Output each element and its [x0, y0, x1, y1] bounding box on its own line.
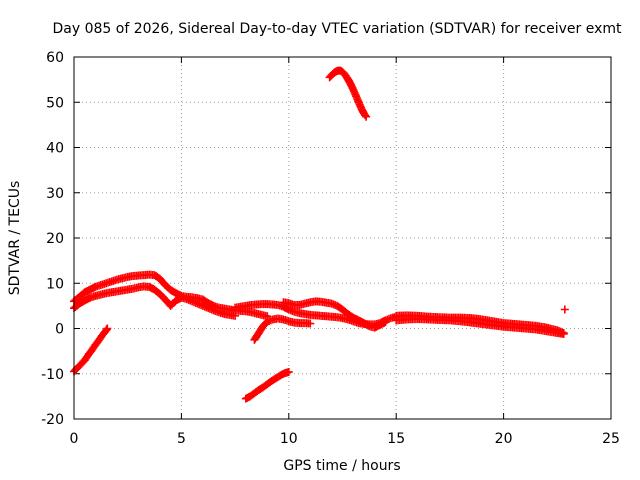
x-tick-label: 25: [602, 431, 620, 447]
y-tick-label: -10: [41, 367, 64, 383]
chart-title: Day 085 of 2026, Sidereal Day-to-day VTE…: [53, 21, 623, 37]
plot-frame: [73, 56, 612, 420]
axis-tick-labels: 0 5 10 15 20 25 -20 -10 0 10 20 30 40 50 60: [41, 50, 620, 447]
data-point: [559, 329, 568, 338]
data-point: [231, 311, 240, 320]
y-tick-label: -20: [41, 412, 64, 428]
x-tick-label: 0: [70, 431, 79, 447]
data-point: [362, 112, 371, 121]
y-tick-label: 20: [46, 231, 64, 247]
data-points: [70, 66, 569, 403]
y-tick-label: 10: [46, 276, 64, 292]
data-point: [381, 318, 390, 327]
x-tick-label: 20: [495, 431, 513, 447]
y-tick-label: 60: [46, 50, 64, 66]
data-point: [103, 324, 112, 333]
y-tick-label: 50: [46, 95, 64, 111]
x-tick-label: 5: [177, 431, 186, 447]
x-tick-label: 15: [387, 431, 405, 447]
x-axis-label: GPS time / hours: [283, 458, 400, 474]
grid: [74, 57, 611, 419]
y-tick-label: 30: [46, 186, 64, 202]
x-tick-label: 10: [280, 431, 298, 447]
y-tick-label: 40: [46, 141, 64, 157]
data-point: [306, 319, 315, 328]
y-tick-label: 0: [55, 322, 64, 338]
y-axis-label: SDTVAR / TECUs: [7, 181, 23, 296]
data-point: [560, 305, 569, 314]
data-point: [284, 367, 293, 376]
data-point: [361, 111, 370, 120]
